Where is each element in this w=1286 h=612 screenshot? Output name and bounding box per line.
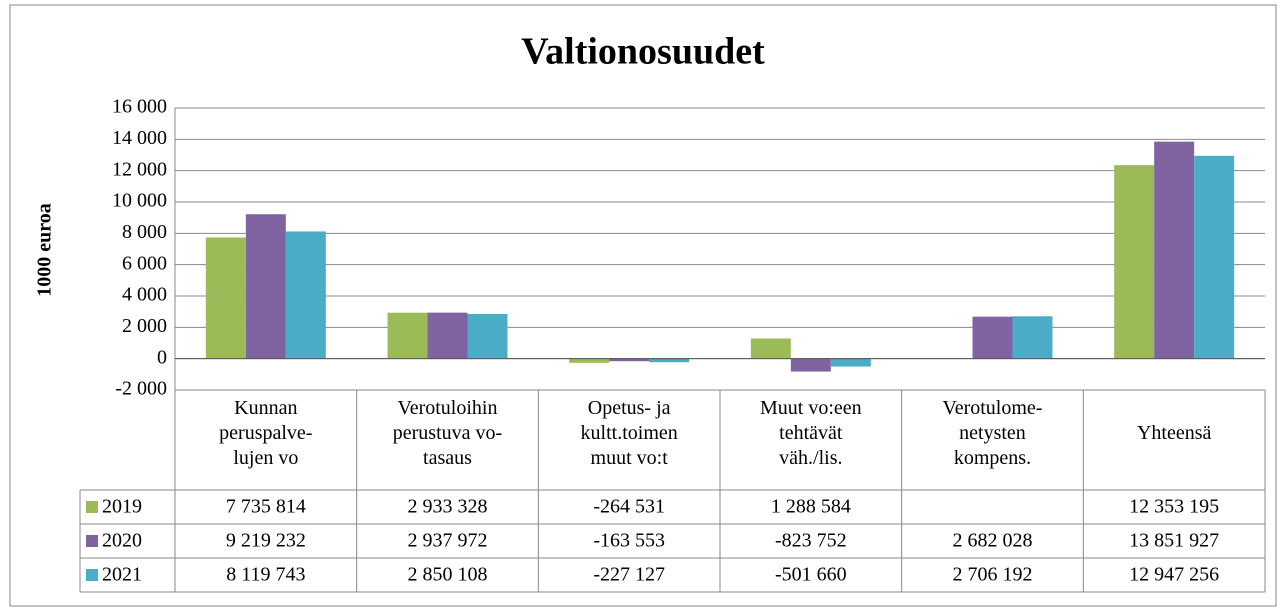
- bar: [427, 312, 468, 359]
- bar: [750, 338, 791, 359]
- table-value: -264 531: [593, 496, 665, 518]
- x-tick-label: Kunnan peruspalve- lujen vo: [219, 397, 313, 469]
- bar: [1012, 316, 1053, 359]
- legend-key: [86, 501, 98, 513]
- table-value: -227 127: [593, 564, 665, 586]
- bar: [1114, 165, 1155, 359]
- table-value: -163 553: [593, 530, 665, 552]
- table-value: 2 937 972: [408, 530, 488, 552]
- x-tick-label: Muut vo:een tehtävät väh./lis.: [760, 397, 862, 469]
- table-value: 2 682 028: [953, 530, 1033, 552]
- y-tick-label: 8 000: [122, 221, 167, 243]
- bar: [285, 231, 326, 359]
- table-value: 2 933 328: [408, 496, 488, 518]
- bar: [1194, 155, 1235, 359]
- table-value: 1 288 584: [771, 496, 851, 518]
- bar: [205, 237, 246, 359]
- y-tick-label: 14 000: [112, 127, 167, 149]
- table-value: 13 851 927: [1129, 530, 1219, 552]
- bar: [609, 358, 650, 362]
- chart-title: Valtionosuudet: [521, 31, 765, 73]
- bar: [649, 358, 690, 363]
- legend-label: 2020: [102, 530, 142, 552]
- y-tick-label: 4 000: [122, 284, 167, 306]
- table-value: 2 850 108: [408, 564, 488, 586]
- bar: [569, 358, 610, 363]
- table-value: 9 219 232: [226, 530, 306, 552]
- y-tick-label: 12 000: [112, 158, 167, 180]
- bar: [972, 316, 1013, 359]
- table-value: -823 752: [775, 530, 847, 552]
- bar: [790, 358, 831, 372]
- table-value: -501 660: [775, 564, 847, 586]
- x-tick-label: Opetus- ja kultt.toimen muut vo:t: [580, 397, 678, 469]
- legend-key: [86, 569, 98, 581]
- y-tick-label: 6 000: [122, 252, 167, 274]
- bar: [245, 214, 286, 359]
- bar: [1154, 141, 1195, 359]
- x-tick-label: Verotulome- netysten kompens.: [942, 397, 1043, 469]
- legend-label: 2019: [102, 496, 142, 518]
- y-tick-label: 10 000: [112, 190, 167, 212]
- y-tick-label: 16 000: [112, 96, 167, 118]
- frame: [9, 4, 1277, 607]
- legend-label: 2021: [102, 564, 142, 586]
- bar: [830, 358, 871, 367]
- table-value: 7 735 814: [226, 496, 306, 518]
- legend-key: [86, 535, 98, 547]
- y-tick-label: -2 000: [115, 378, 167, 400]
- x-tick-label: Verotuloihin perustuva vo- tasaus: [392, 397, 503, 469]
- table-value: 8 119 743: [226, 564, 305, 586]
- table-value: 12 947 256: [1129, 564, 1219, 586]
- y-axis-label: 1000 euroa: [34, 203, 56, 297]
- bar: [387, 312, 428, 359]
- y-tick-label: 0: [157, 346, 167, 368]
- bar: [467, 314, 508, 359]
- y-tick-label: 2 000: [122, 315, 167, 337]
- x-tick-label: Yhteensä: [1136, 422, 1212, 444]
- table-value: 2 706 192: [953, 564, 1033, 586]
- table-value: 12 353 195: [1129, 496, 1219, 518]
